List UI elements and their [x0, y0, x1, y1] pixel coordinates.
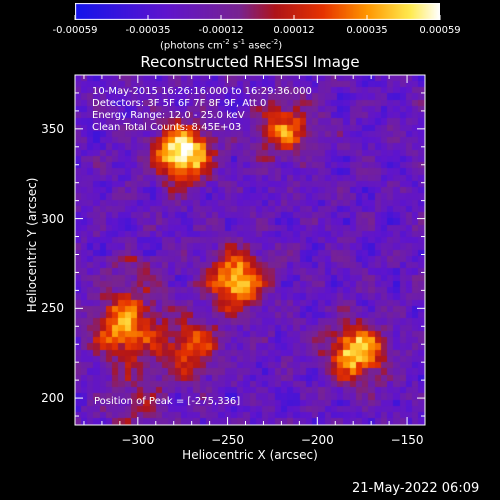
info-line: Energy Range: 12.0 - 25.0 keV — [92, 110, 245, 121]
source-peak-point — [189, 345, 195, 351]
plot-frame — [74, 74, 426, 426]
heatmap-image — [75, 75, 425, 425]
info-line: Detectors: 3F 5F 6F 7F 8F 9F, Att 0 — [92, 98, 267, 109]
y-tick-label: 250 — [41, 301, 64, 316]
colorbar-tick-label: -0.00012 — [198, 25, 244, 36]
colorbar-unit-label: (photons cm-2 s-1 asec-2) — [160, 38, 283, 52]
colorbar-tick-label: 0.00012 — [273, 25, 315, 36]
source-peak-point — [354, 350, 360, 356]
chart-title: Reconstructed RHESSI Image — [140, 53, 360, 71]
x-tick-label: −300 — [121, 433, 155, 447]
colorbar-tick-label: 0.00059 — [419, 25, 461, 36]
info-line: 10-May-2015 16:26:16.000 to 16:29:36.000 — [92, 86, 312, 97]
y-axis-label: Heliocentric Y (arcsec) — [25, 177, 39, 313]
y-tick-label: 300 — [41, 211, 64, 226]
colorbar-tick-label: -0.00059 — [52, 25, 98, 36]
source-peak-point — [117, 323, 123, 329]
x-tick-label: −250 — [211, 433, 245, 447]
x-tick-label: −150 — [390, 433, 424, 447]
colorbar-tick-label: 0.00035 — [346, 25, 388, 36]
y-tick-label: 200 — [41, 391, 64, 406]
x-axis-label: Heliocentric X (arcsec) — [182, 448, 318, 462]
colorbar-tick-label: -0.00035 — [125, 25, 171, 36]
info-line: Clean Total Counts: 8.45E+03 — [92, 122, 242, 133]
source-peak-point — [234, 278, 240, 284]
timestamp: 21-May-2022 06:09 — [352, 481, 480, 496]
source-peak-point — [180, 151, 186, 157]
colorbar-tick-marks — [74, 15, 441, 20]
y-tick-label: 350 — [41, 121, 64, 136]
colorbar — [75, 3, 440, 20]
x-tick-label: −200 — [300, 433, 334, 447]
peak-position-label: Position of Peak = [-275,336] — [94, 396, 241, 407]
observation-info: 10-May-2015 16:26:16.000 to 16:29:36.000… — [92, 86, 312, 134]
